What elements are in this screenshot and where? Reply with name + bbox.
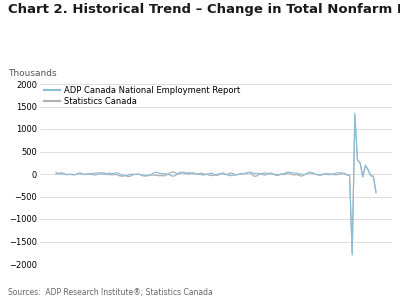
Text: Sources:  ADP Research Institute®; Statistics Canada: Sources: ADP Research Institute®; Statis…	[8, 288, 213, 297]
Legend: ADP Canada National Employment Report, Statistics Canada: ADP Canada National Employment Report, S…	[44, 86, 241, 106]
Text: Thousands: Thousands	[8, 69, 57, 78]
Text: Chart 2. Historical Trend – Change in Total Nonfarm Payroll Employment: Chart 2. Historical Trend – Change in To…	[8, 3, 400, 16]
